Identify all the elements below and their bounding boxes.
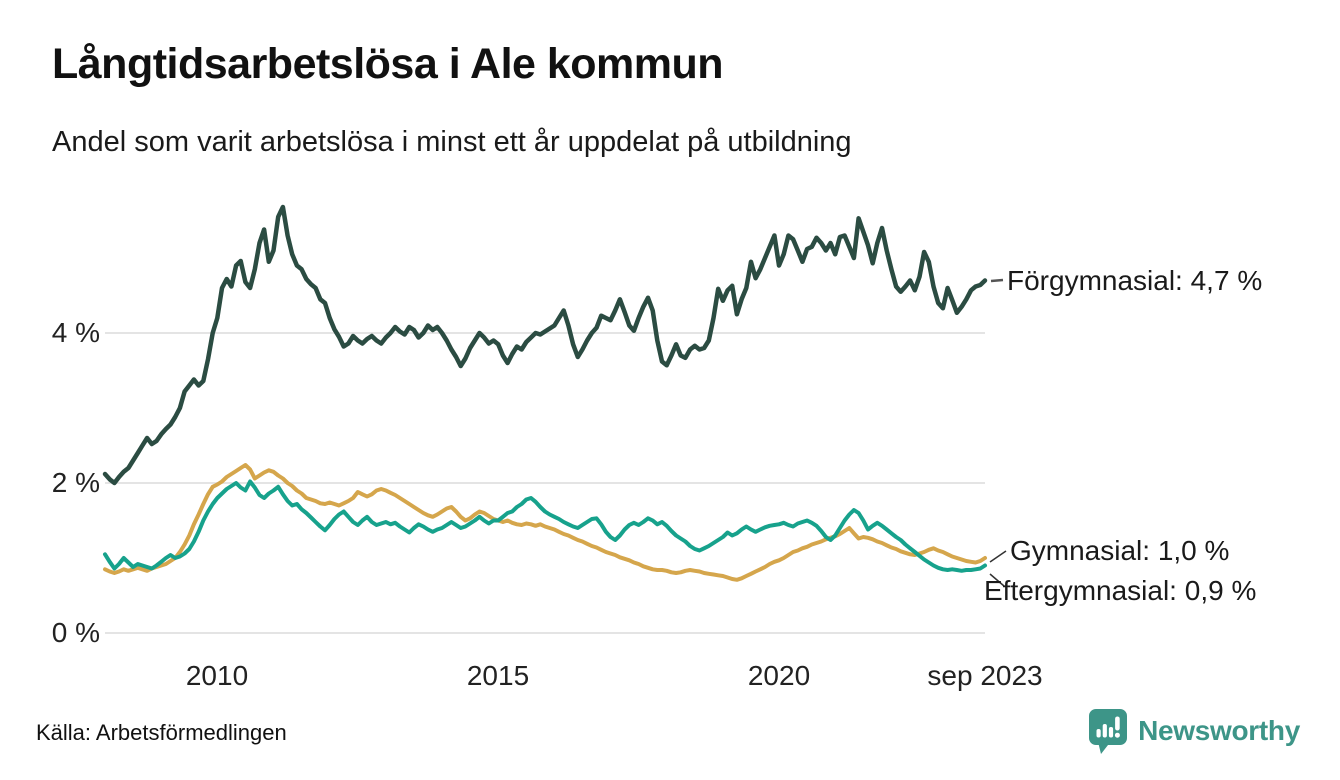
line-eftergymnasial <box>103 479 987 573</box>
page-subtitle: Andel som varit arbetslösa i minst ett å… <box>52 126 852 158</box>
source-note: Källa: Arbetsförmedlingen <box>36 720 287 745</box>
line-förgymnasial <box>102 204 988 486</box>
data-lines <box>102 204 988 582</box>
series-label-eftergymnasial: Eftergymnasial: 0,9 % <box>984 575 1257 606</box>
series-label-forgymnasial: Förgymnasial: 4,7 % <box>1007 265 1263 296</box>
page-title: Långtidsarbetslösa i Ale kommun <box>52 40 724 88</box>
x-tick-2020: 2020 <box>747 660 811 691</box>
y-tick-0: 0 % <box>51 617 100 648</box>
x-tick-sep-2023: sep 2023 <box>927 660 1043 691</box>
line-gymnasial <box>103 463 987 582</box>
series-label-gymnasial: Gymnasial: 1,0 % <box>1010 535 1230 566</box>
y-tick-2: 2 % <box>51 467 100 498</box>
newsworthy-wordmark: Newsworthy <box>1138 715 1300 746</box>
x-tick-2010: 2010 <box>185 660 249 691</box>
x-tick-2015: 2015 <box>466 660 530 691</box>
label-connectors <box>989 278 1007 587</box>
newsworthy-logo: Newsworthy <box>1088 708 1300 754</box>
y-tick-4: 4 % <box>51 317 100 348</box>
newsworthy-icon <box>1089 709 1128 754</box>
